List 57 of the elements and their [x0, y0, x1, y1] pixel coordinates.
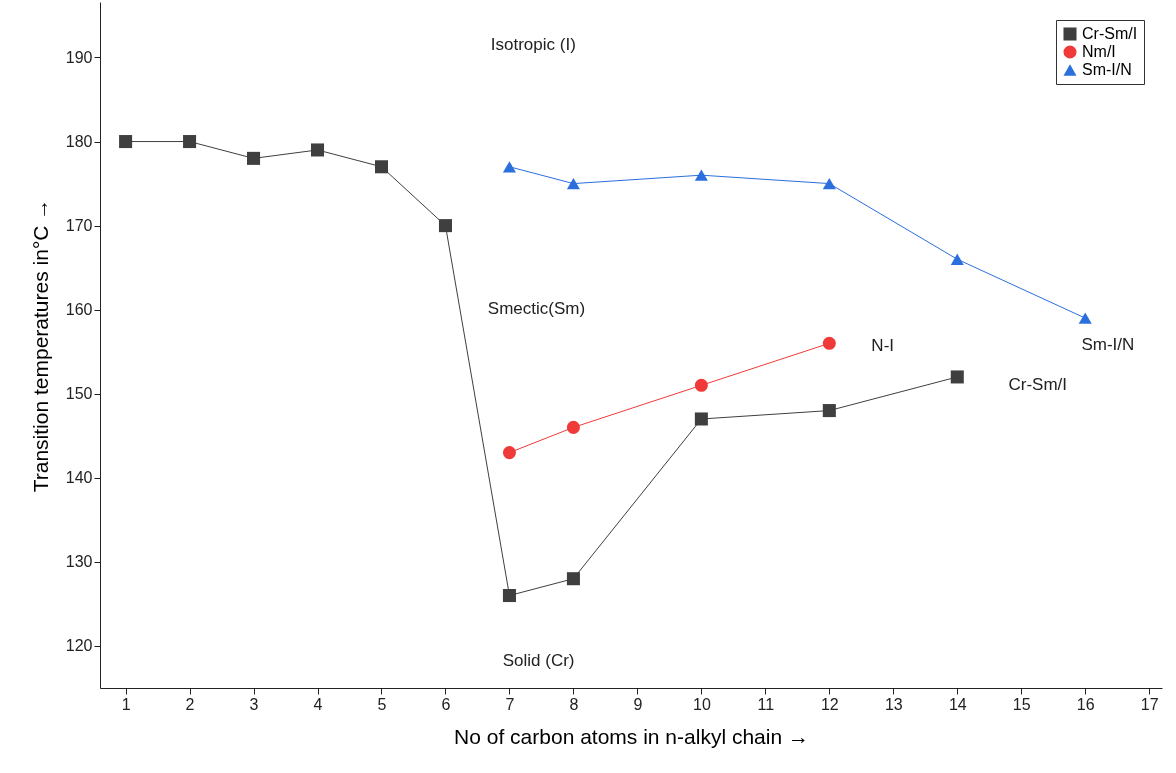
point: [502, 446, 516, 460]
y-tick-label: 180: [65, 133, 93, 151]
point: [822, 404, 836, 418]
point: [311, 143, 325, 157]
point: [694, 412, 708, 426]
x-tick-label: 8: [569, 695, 579, 713]
y-tick-label: 170: [65, 217, 93, 235]
y-tick-label: 140: [65, 469, 93, 487]
x-tick-label: 7: [505, 695, 515, 713]
point: [694, 169, 708, 181]
annotation: Cr-Sm/I: [1008, 374, 1068, 394]
x-tick-label: 2: [185, 695, 195, 713]
x-tick-label: 16: [1076, 695, 1095, 713]
x-tick-label: 1: [121, 695, 131, 713]
annotation: Isotropic (I): [490, 34, 576, 54]
y-axis-title: Transition temperatures in°C →: [28, 198, 52, 493]
point: [119, 135, 133, 149]
point: [822, 336, 836, 350]
legend-label: Sm-I/N: [1082, 61, 1132, 78]
x-tick-label: 11: [757, 695, 775, 713]
x-tick-label: 13: [884, 695, 903, 713]
x-tick-label: 12: [820, 695, 839, 713]
point: [1078, 312, 1092, 324]
y-tick-label: 120: [65, 637, 93, 655]
x-tick-label: 4: [313, 695, 323, 713]
annotation: Sm-I/N: [1081, 335, 1135, 354]
point: [822, 177, 836, 190]
point: [502, 161, 516, 173]
point: [566, 177, 580, 190]
x-tick-label: 5: [377, 695, 387, 713]
legend-label: Cr-Sm/I: [1082, 25, 1138, 42]
x-tick-label: 3: [249, 695, 259, 713]
point: [950, 253, 964, 265]
x-tick-label: 15: [1012, 695, 1031, 713]
point: [183, 135, 197, 149]
y-tick-label: 190: [65, 48, 93, 66]
point: [438, 219, 452, 233]
point: [694, 378, 708, 392]
y-tick-label: 150: [65, 385, 93, 403]
point: [502, 589, 516, 603]
annotation: Smectic(Sm): [487, 298, 586, 318]
point: [566, 420, 580, 434]
point: [566, 572, 580, 586]
x-tick-label: 17: [1140, 695, 1159, 713]
point: [374, 160, 389, 174]
point: [950, 370, 964, 384]
x-tick-label: 9: [633, 695, 643, 713]
x-tick-label: 14: [948, 695, 967, 713]
x-axis-title: No of carbon atoms in n-alkyl chain →: [454, 724, 809, 748]
annotation: Solid (Cr): [502, 650, 575, 670]
y-tick-label: 130: [65, 553, 93, 571]
legend-label: Nm/I: [1082, 43, 1116, 60]
x-tick-label: 6: [441, 695, 451, 713]
y-tick-label: 160: [65, 301, 93, 319]
x-tick-label: 10: [692, 695, 711, 713]
annotation: N-I: [871, 335, 895, 355]
point: [247, 151, 261, 165]
